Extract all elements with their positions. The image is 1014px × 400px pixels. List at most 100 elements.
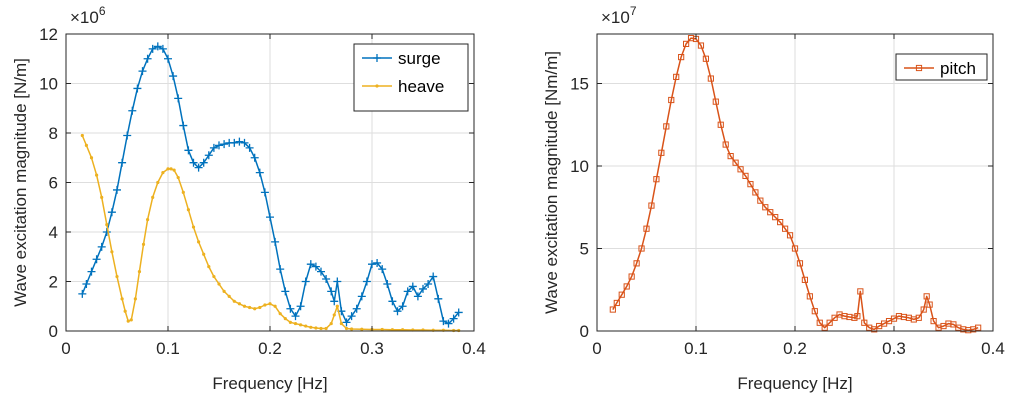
data-point-heave: [273, 304, 277, 308]
data-point-surge: [107, 208, 116, 217]
data-point-heave: [350, 327, 354, 331]
data-point-surge: [296, 302, 305, 311]
data-point-pitch: [722, 141, 729, 148]
data-point-pitch: [796, 260, 804, 267]
data-point-pitch: [752, 189, 759, 196]
data-point-heave: [172, 168, 176, 172]
data-point-heave: [100, 195, 104, 199]
data-point-pitch: [663, 123, 670, 130]
data-point-pitch: [806, 293, 813, 300]
data-point-pitch: [857, 288, 864, 295]
y-axis-label: Wave excitation magnitude [Nm/m]: [542, 51, 561, 314]
data-point-pitch: [975, 324, 982, 331]
data-point-heave: [80, 133, 84, 138]
y-tick-label: 6: [49, 174, 58, 193]
x-tick-label: 0: [61, 339, 70, 358]
data-point-surge: [449, 314, 458, 323]
data-point-heave: [332, 313, 336, 317]
data-point-heave: [227, 294, 231, 298]
data-point-surge: [97, 242, 106, 251]
data-point-pitch: [712, 98, 719, 105]
data-point-pitch: [742, 172, 749, 180]
data-point-pitch: [648, 202, 655, 209]
data-point-heave: [278, 312, 282, 316]
data-point-surge: [368, 260, 376, 269]
data-point-surge: [78, 289, 87, 298]
data-point-surge: [133, 84, 142, 93]
data-point-heave: [161, 171, 165, 175]
data-point-pitch: [673, 73, 680, 81]
legend: surge heave: [353, 43, 469, 112]
series-line-surge: [81, 45, 460, 325]
data-point-heave: [283, 317, 287, 321]
legend-box: [895, 53, 988, 81]
data-point-surge: [215, 141, 223, 150]
right-chart-pitch: 0 0.1 0.2 0.3 0.4 0 5 10 15 ×107 Frequency [Hz] Wav…: [542, 4, 1005, 393]
data-point-pitch: [861, 319, 868, 326]
data-point-surge: [164, 54, 172, 63]
x-tick-label: 0.3: [360, 339, 384, 358]
data-point-pitch: [633, 260, 640, 267]
data-point-heave: [137, 270, 142, 274]
data-point-heave: [133, 297, 137, 301]
data-point-pitch: [653, 176, 660, 183]
data-point-pitch: [767, 209, 774, 216]
data-point-pitch: [707, 75, 714, 82]
data-point-heave: [268, 302, 272, 306]
legend-label-pitch: pitch: [940, 59, 976, 78]
data-point-heave: [207, 265, 211, 269]
data-point-surge: [383, 279, 392, 288]
data-point-heave: [360, 327, 364, 331]
data-point-heave: [120, 297, 124, 301]
data-point-surge: [143, 54, 152, 63]
x-tick-label: 0.1: [156, 339, 180, 358]
y-tick-label: 2: [49, 273, 58, 292]
data-point-pitch: [697, 42, 705, 49]
data-point-surge: [138, 67, 147, 76]
data-point-heave: [253, 307, 257, 311]
data-point-surge: [128, 106, 137, 115]
data-point-heave: [181, 190, 185, 194]
data-point-heave: [156, 180, 160, 185]
data-point-surge: [301, 277, 310, 286]
data-point-pitch: [727, 153, 734, 160]
data-point-surge: [158, 44, 167, 53]
legend-box: [353, 43, 469, 112]
data-point-surge: [311, 262, 320, 271]
data-point-pitch: [871, 326, 878, 333]
data-point-pitch: [747, 181, 754, 188]
data-point-heave: [222, 289, 226, 293]
data-point-heave: [344, 326, 349, 331]
data-point-heave: [242, 304, 247, 308]
data-point-heave: [123, 309, 127, 313]
series-pitch: [609, 35, 982, 334]
data-point-pitch: [623, 283, 630, 290]
data-point-heave: [263, 303, 267, 307]
x-tick-label: 0.2: [783, 339, 807, 358]
data-point-surge: [393, 307, 402, 316]
data-point-surge: [153, 42, 162, 51]
data-point-surge: [209, 143, 218, 152]
data-point-heave: [146, 218, 150, 222]
data-point-surge: [403, 287, 412, 296]
data-point-pitch: [930, 318, 937, 325]
data-point-pitch: [702, 55, 709, 62]
data-point-surge: [454, 308, 463, 317]
data-point-surge: [184, 146, 193, 155]
data-point-surge: [413, 292, 422, 301]
data-point-surge: [286, 304, 295, 313]
data-point-surge: [194, 163, 203, 172]
data-point-surge: [424, 279, 433, 288]
data-point-heave: [169, 167, 173, 171]
data-point-surge: [388, 297, 397, 306]
data-point-pitch: [777, 219, 784, 226]
x-tick-label: 0.4: [981, 339, 1005, 358]
data-point-surge: [204, 151, 213, 160]
data-point-surge: [87, 267, 96, 276]
data-point-pitch: [801, 276, 808, 283]
legend-label-surge: surge: [398, 49, 441, 68]
data-point-surge: [342, 318, 351, 327]
legend-marker-pitch: [915, 64, 923, 72]
y-tick-label: 10: [39, 75, 58, 94]
data-point-heave: [248, 305, 252, 310]
